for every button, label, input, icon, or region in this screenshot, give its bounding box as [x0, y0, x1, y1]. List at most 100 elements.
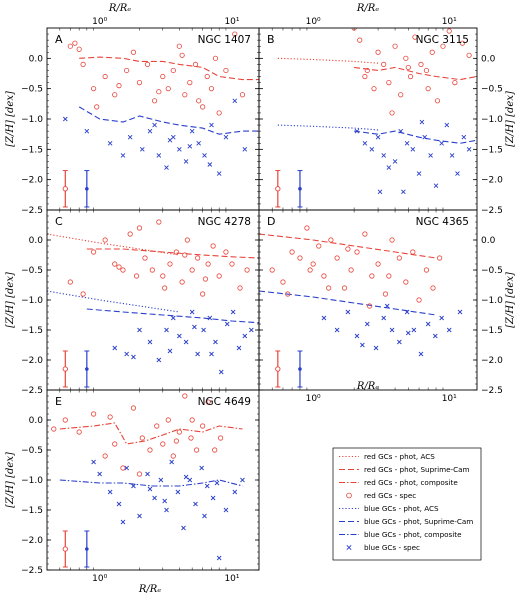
blue-spec-point — [189, 128, 195, 134]
red-spec-point — [334, 255, 340, 261]
red-spec-point — [165, 86, 171, 92]
y-tick-label: −1.0 — [21, 296, 43, 306]
red-spec-point — [229, 261, 235, 267]
legend-item: blue GCs - spec — [346, 543, 420, 552]
red-spec-point — [367, 303, 373, 309]
red-spec-point — [173, 249, 179, 255]
legend-label: blue GCs - phot, composite — [364, 530, 462, 539]
y-tick-label: −2.5 — [481, 206, 503, 216]
blue-spec-point — [321, 315, 327, 321]
blue-spec-point — [209, 351, 214, 357]
red-spec-point — [184, 237, 190, 243]
blue-spec-point — [249, 327, 254, 333]
red-spec-point — [170, 67, 176, 74]
red-spec-point — [369, 273, 375, 279]
panel-C: −2.5 −2.0 −1.5 −1.0 −0.5 0.0 [Z/H] [dex] C NGC 4… — [5, 209, 260, 396]
blue-spec-point — [373, 345, 379, 351]
red-spec-point — [196, 98, 202, 104]
blue-spec-point — [422, 134, 427, 140]
red-spec-point — [116, 264, 122, 270]
blue-spec-point — [354, 333, 360, 339]
red-spec-point — [120, 465, 126, 471]
panel-frame — [46, 209, 260, 391]
blue-spec-point — [461, 134, 467, 140]
x-tick-label-top: 10¹ — [442, 17, 457, 27]
y-tick-label: 0.0 — [29, 416, 44, 426]
blue-spec-point — [177, 147, 182, 152]
y-tick-label: −1.0 — [21, 476, 43, 486]
red-spec-point — [321, 273, 327, 279]
blue-spec-point — [389, 327, 395, 333]
blue-spec-point — [167, 348, 173, 354]
y-tick-label: −1.0 — [481, 115, 503, 125]
red-spec-point — [167, 261, 173, 267]
red-spec-point — [375, 49, 381, 55]
blue-spec-point — [345, 309, 351, 315]
red-spec-point — [116, 83, 122, 89]
red-errormarker — [62, 186, 68, 192]
bottom-axis-label: R/Rₑ — [138, 584, 161, 595]
red-spec-point — [204, 73, 210, 80]
red-spec-point — [76, 46, 82, 52]
red-spec-point — [200, 291, 206, 297]
red-phot-suprime-line — [259, 233, 437, 259]
red-spec-point — [425, 86, 431, 92]
y-tick-label: −1.5 — [21, 326, 43, 336]
panel-letter: D — [267, 215, 275, 228]
y-tick-label: −1.5 — [481, 145, 503, 155]
red-spec-point — [280, 279, 286, 285]
blue-spec-point — [433, 183, 439, 189]
blue-spec-point — [362, 140, 368, 146]
blue-spec-point — [131, 354, 136, 360]
panel-frame — [258, 209, 478, 391]
blue-spec-point — [240, 477, 245, 483]
y-tick-label: −2.0 — [21, 536, 43, 546]
blue-spec-point — [169, 459, 174, 465]
y-tick-label: −0.5 — [481, 266, 503, 276]
blue-spec-point — [170, 315, 176, 321]
blue-spec-point — [124, 465, 129, 471]
blue-spec-point — [204, 483, 210, 489]
red-spec-point — [62, 417, 68, 423]
panel-title: NGC 1407 — [198, 34, 251, 46]
red-spec-point — [232, 31, 238, 37]
x-tick-label-top: 10¹ — [224, 17, 239, 27]
red-spec-point — [208, 86, 215, 92]
blue-spec-point — [398, 128, 404, 134]
blue-spec-point — [360, 342, 365, 348]
legend-item: red GCs - phot, ACS — [339, 452, 435, 461]
blue-spec-point — [411, 327, 417, 333]
red-spec-point — [162, 285, 168, 291]
red-spec-point — [429, 49, 435, 55]
blue-spec-point — [428, 153, 433, 158]
blue-spec-point — [410, 147, 416, 152]
panel-title: NGC 4278 — [198, 216, 251, 228]
blue-spec-point — [156, 357, 162, 363]
red-spec-point — [176, 43, 182, 49]
red-spec-point — [452, 80, 458, 86]
red-spec-point — [297, 255, 303, 261]
blue-spec-point — [62, 116, 68, 122]
blue-spec-point — [404, 309, 410, 315]
red-spec-point — [80, 61, 86, 68]
y-axis-label: [Z/H] [dex] — [5, 452, 16, 508]
blue-spec-point — [242, 333, 248, 339]
blue-spec-point — [120, 519, 126, 525]
red-spec-point — [67, 279, 73, 285]
red-spec-point — [51, 426, 57, 432]
blue-errormarker — [85, 367, 89, 371]
red-spec-point — [91, 411, 97, 417]
blue-spec-point — [369, 147, 375, 152]
red-phot-composite-line — [59, 422, 243, 445]
red-spec-point — [381, 61, 387, 68]
blue-spec-point — [201, 327, 206, 333]
red-spec-point — [156, 89, 162, 95]
blue-spec-point — [223, 134, 229, 140]
red-spec-point — [216, 273, 222, 279]
blue-spec-point — [224, 321, 230, 327]
blue-spec-point — [334, 327, 340, 333]
blue-spec-point — [236, 345, 242, 351]
panel-letter: C — [55, 215, 63, 228]
red-phot-acs-line — [47, 233, 180, 256]
y-tick-label: −1.0 — [21, 115, 43, 125]
